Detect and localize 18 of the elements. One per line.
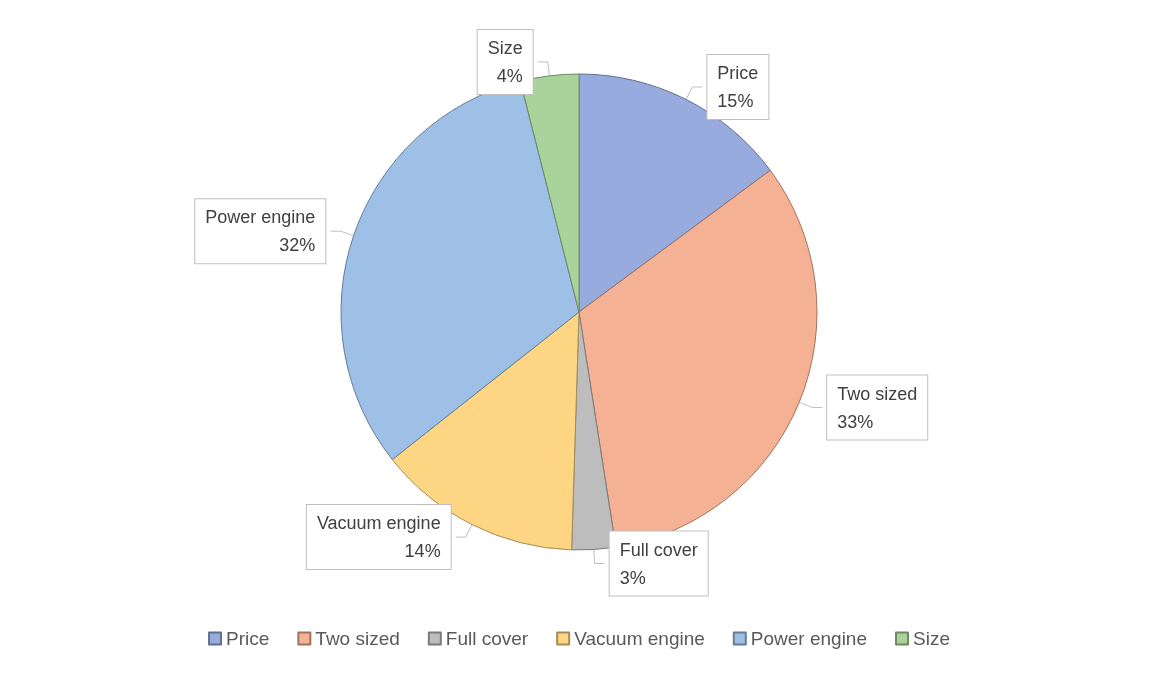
- slice-label: Two sized: [837, 383, 918, 404]
- slice-label: Power engine: [205, 207, 316, 228]
- data-label: 15%: [717, 90, 754, 111]
- data-label: 32%: [279, 235, 316, 256]
- data-label: 4%: [496, 65, 523, 86]
- data-label: 14%: [404, 541, 441, 562]
- legend-label: Price: [226, 628, 270, 649]
- legend-label: Vacuum engine: [574, 628, 705, 649]
- legend-label: Size: [912, 628, 950, 649]
- data-label: 33%: [837, 411, 874, 432]
- legend-label: Two sized: [315, 628, 400, 649]
- slice-label: Price: [717, 62, 759, 83]
- legend-label: Power engine: [750, 628, 867, 649]
- slice-label: Full cover: [619, 539, 698, 560]
- data-label: 3%: [619, 567, 646, 588]
- slice-label: Vacuum engine: [316, 513, 441, 534]
- slice-label: Size: [487, 37, 523, 58]
- legend-label: Full cover: [445, 628, 529, 649]
